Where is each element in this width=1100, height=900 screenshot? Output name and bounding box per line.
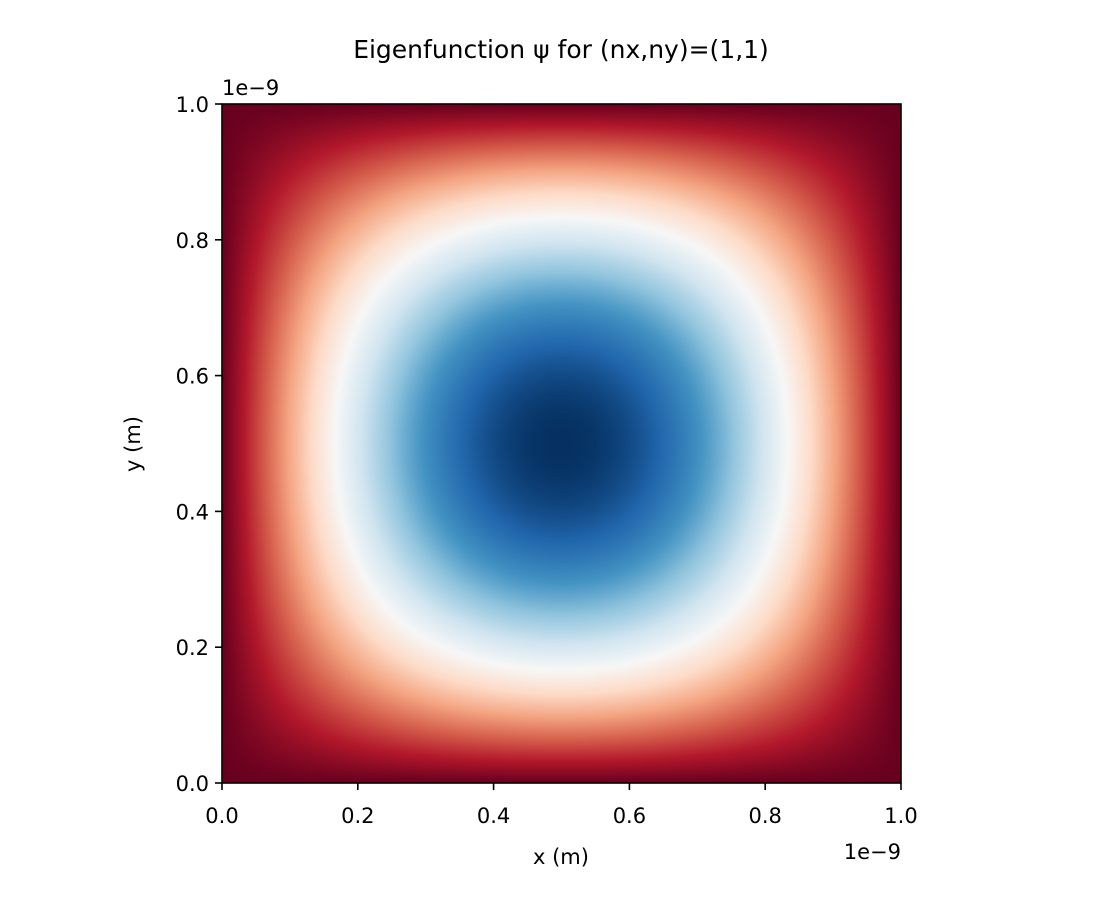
x-tick-label: 0.0 (205, 804, 238, 828)
y-tick-label: 0.8 (176, 229, 209, 253)
x-tick-label: 1.0 (884, 804, 917, 828)
y-tick-label: 0.2 (176, 636, 209, 660)
y-tick-label: 0.4 (176, 500, 209, 524)
x-axis-ticks: 0.0 0.2 0.4 0.6 0.8 1.0 (205, 783, 918, 828)
y-axis-ticks: 0.0 0.2 0.4 0.6 0.8 1.0 (176, 93, 222, 796)
x-tick-label: 0.6 (613, 804, 646, 828)
chart-title: Eigenfunction ψ for (nx,ny)=(1,1) (353, 35, 769, 64)
x-offset-text: 1e−9 (844, 840, 901, 864)
x-tick-label: 0.4 (477, 804, 510, 828)
x-tick-label: 0.8 (748, 804, 781, 828)
plot-area (221, 103, 902, 784)
y-axis-label: y (m) (121, 416, 145, 472)
x-tick-label: 0.2 (341, 804, 374, 828)
heatmap-image (222, 104, 901, 783)
y-tick-label: 0.0 (176, 772, 209, 796)
y-tick-label: 1.0 (176, 93, 209, 117)
y-tick-label: 0.6 (176, 365, 209, 389)
y-offset-text: 1e−9 (222, 76, 279, 100)
x-axis-label: x (m) (533, 845, 589, 869)
plot-frame (221, 103, 902, 784)
